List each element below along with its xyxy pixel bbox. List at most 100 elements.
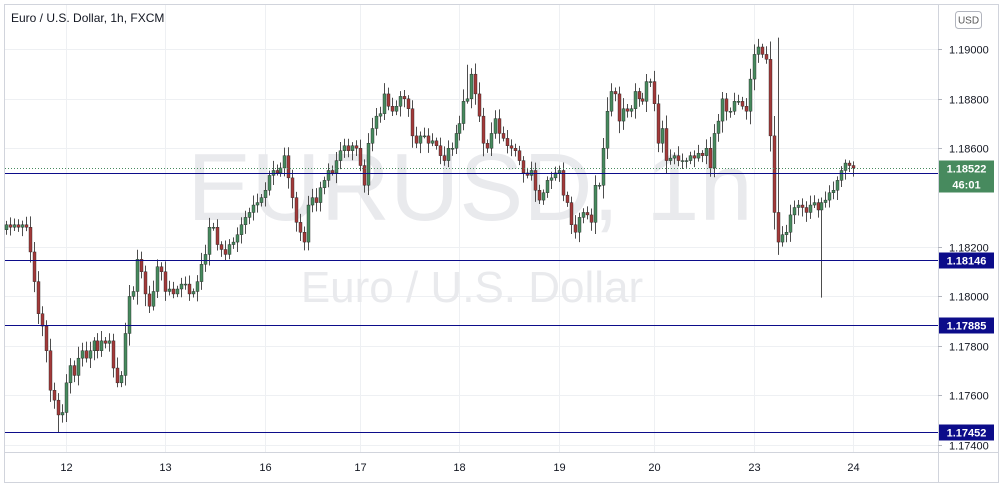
candle-down	[772, 135, 777, 213]
candle-up	[457, 123, 462, 134]
candle-up	[80, 350, 85, 359]
candle-up	[823, 199, 828, 203]
candle-up	[648, 81, 653, 83]
candle-up	[127, 296, 132, 334]
candle-up	[529, 170, 534, 176]
candle-up	[756, 46, 761, 55]
candle-down	[473, 73, 478, 95]
candle-up	[318, 187, 323, 203]
time-tick-label: 23	[748, 462, 760, 474]
candle-up	[446, 148, 451, 161]
candle-up	[430, 140, 435, 144]
candle-down	[537, 190, 542, 201]
level-price-tag	[939, 317, 994, 334]
candle-up	[243, 217, 248, 225]
candle-down	[354, 145, 359, 149]
candle-down	[561, 170, 566, 196]
candle-up	[593, 185, 598, 223]
time-tick-label: 12	[60, 462, 72, 474]
candle-up	[255, 202, 260, 206]
time-axis[interactable]: 12 13 16 17 18 19 20 23 24	[60, 462, 859, 474]
candle-down	[509, 145, 514, 149]
time-tick-label: 24	[847, 462, 859, 474]
candle-down	[402, 96, 407, 100]
candle-up	[99, 340, 104, 351]
candle-up	[231, 241, 236, 245]
candle-down	[171, 288, 176, 295]
candle-up	[175, 288, 180, 295]
level-price-tag	[939, 424, 994, 441]
candle-up	[784, 232, 789, 235]
candle-up	[597, 185, 602, 187]
candle-up	[577, 217, 582, 233]
candle-up	[227, 244, 232, 255]
candle-down	[804, 207, 809, 213]
candle-up	[629, 108, 634, 112]
candle-down	[95, 340, 100, 351]
price-tick-label: 1.19000	[949, 45, 989, 57]
candle-up	[247, 212, 252, 218]
candle-down	[16, 224, 21, 228]
candle-up	[461, 101, 466, 124]
candle-down	[147, 293, 152, 307]
candle-up	[12, 224, 17, 228]
currency-button[interactable]: USD	[955, 11, 982, 29]
candle-down	[652, 81, 657, 104]
currency-label: USD	[958, 16, 979, 27]
candle-down	[442, 155, 447, 161]
candle-down	[28, 227, 33, 253]
candle-down	[187, 283, 192, 295]
candle-up	[672, 155, 677, 159]
candle-down	[40, 313, 45, 327]
candle-down	[585, 212, 590, 216]
candle-down	[589, 214, 594, 223]
candle-down	[72, 365, 77, 376]
candle-up	[704, 148, 709, 156]
candle-up	[211, 227, 216, 229]
candle-down	[302, 232, 307, 243]
price-axis[interactable]: 1.19000 1.18800 1.18600 1.18200 1.18000 1.178…	[938, 45, 989, 453]
candle-up	[808, 204, 813, 213]
support-resistance-lines	[5, 168, 938, 433]
candle-down	[298, 222, 303, 233]
candle-up	[334, 160, 339, 174]
candle-down	[159, 266, 164, 272]
level-price-label: 1.17452	[947, 428, 987, 440]
candle-up	[278, 167, 283, 174]
candle-up	[450, 148, 455, 150]
candle-down	[215, 227, 220, 245]
candle-down	[676, 155, 681, 161]
candle-up	[4, 224, 9, 230]
candle-up	[716, 120, 721, 134]
candle-up	[88, 350, 93, 359]
candle-up	[342, 145, 347, 151]
candle-up	[843, 162, 848, 171]
candle-down	[330, 170, 335, 174]
candle-down	[776, 212, 781, 243]
candle-down	[36, 281, 41, 314]
candle-down	[764, 54, 769, 60]
candle-up	[191, 291, 196, 295]
candle-up	[605, 110, 610, 149]
candle-down	[800, 204, 805, 208]
candle-up	[696, 152, 701, 159]
candle-up	[68, 365, 73, 384]
candle-up	[541, 192, 546, 201]
candle-up	[271, 170, 276, 176]
time-tick-label: 13	[159, 462, 171, 474]
candle-up	[179, 283, 184, 290]
level-price-label: 1.17885	[947, 321, 987, 333]
candle-up	[267, 175, 272, 191]
candle-up	[398, 96, 403, 107]
candle-down	[744, 106, 749, 112]
candle-down	[390, 106, 395, 112]
candle-down	[139, 259, 144, 272]
candle-up	[167, 288, 172, 292]
watermark-name: Euro / U.S. Dollar	[301, 263, 643, 312]
candle-down	[477, 93, 482, 117]
price-tick-label: 1.18600	[949, 144, 989, 156]
candle-up	[151, 291, 156, 307]
candle-down	[52, 390, 57, 401]
candle-down	[103, 340, 108, 344]
